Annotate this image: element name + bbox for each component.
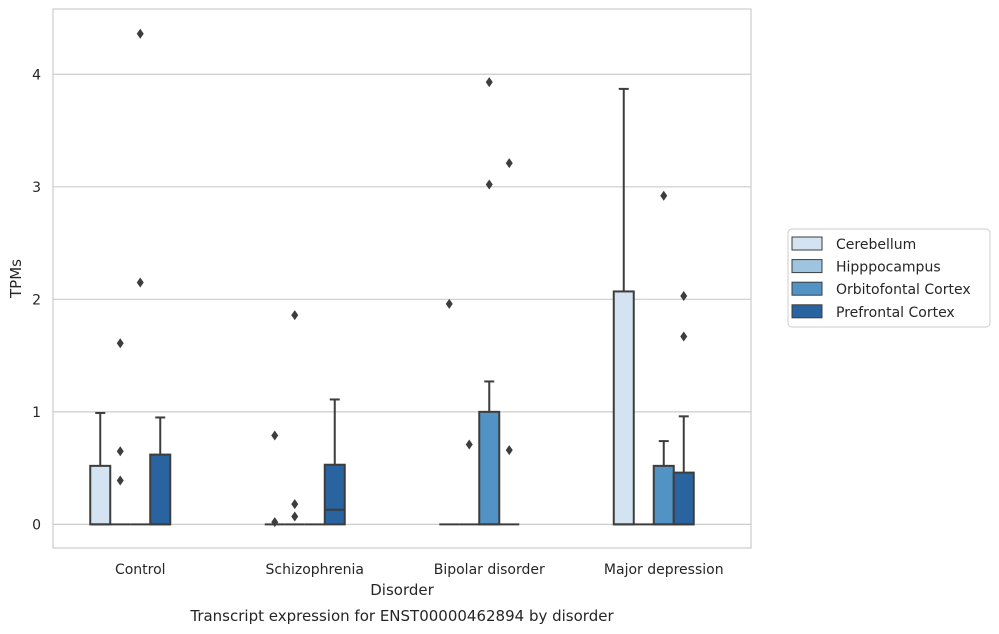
y-tick-label: 4 <box>32 67 41 83</box>
legend-swatch <box>791 281 823 296</box>
x-tick-label: Bipolar disorder <box>434 562 545 578</box>
outlier-point <box>136 277 144 288</box>
box-group <box>672 290 695 526</box>
outlier-point <box>485 77 493 88</box>
legend-label: Hipppocampus <box>836 260 941 276</box>
outlier-point <box>505 158 513 169</box>
outlier-point <box>116 475 124 486</box>
x-tick-label: Major depression <box>604 562 724 578</box>
outlier-point <box>465 439 473 450</box>
outlier-point <box>680 290 688 301</box>
y-tick-label: 1 <box>32 405 41 421</box>
legend-label: Orbitofontal Cortex <box>836 282 971 298</box>
box-group <box>478 77 501 526</box>
legend: Cerebellum Hipppocampus Orbitofontal Corte… <box>787 228 991 328</box>
box <box>478 410 501 526</box>
outlier-point <box>136 28 144 39</box>
legend-swatch <box>791 304 823 319</box>
y-tick-label: 3 <box>32 180 41 196</box>
x-tick-labels: Control Schizophrenia Bipolar disorder Majo… <box>115 562 724 578</box>
legend-swatch <box>791 236 823 251</box>
box-group <box>130 28 151 526</box>
box <box>149 453 172 526</box>
box-group <box>284 310 305 526</box>
y-tick-label: 0 <box>32 517 41 533</box>
outlier-point <box>505 445 513 456</box>
legend-label: Cerebellum <box>836 237 916 253</box>
outlier-point <box>680 331 688 342</box>
y-tick-label: 2 <box>32 292 41 308</box>
box <box>672 471 695 526</box>
box-group <box>499 158 520 526</box>
outlier-point <box>291 511 299 522</box>
box-group <box>439 298 460 526</box>
x-axis-title: Disorder <box>370 581 434 599</box>
box <box>652 464 675 526</box>
x-tick-label: Control <box>115 562 166 578</box>
box-group <box>459 439 480 526</box>
legend-frame <box>787 228 991 328</box>
box-marks <box>89 28 695 528</box>
outlier-point <box>291 499 299 510</box>
outlier-point <box>660 190 668 201</box>
outlier-point <box>271 430 279 441</box>
box-group <box>149 416 172 526</box>
box-group <box>264 430 285 528</box>
outlier-point <box>116 446 124 457</box>
outlier-point <box>291 310 299 321</box>
outlier-point <box>485 179 493 190</box>
y-axis-title: TPMs <box>7 259 25 299</box>
box-group <box>89 411 112 526</box>
chart-caption: Transcript expression for ENST0000046289… <box>189 607 614 625</box>
outlier-point <box>116 338 124 349</box>
plot-area-frame <box>52 8 752 549</box>
box-group <box>652 190 675 526</box>
box <box>612 290 635 526</box>
box-group <box>110 338 131 526</box>
outlier-point <box>271 517 279 528</box>
box-group <box>612 87 635 526</box>
box <box>323 463 346 526</box>
x-tick-label: Schizophrenia <box>266 562 364 578</box>
y-tick-labels: 0 1 2 3 4 <box>32 67 41 533</box>
box <box>89 464 112 526</box>
legend-swatch <box>791 259 823 274</box>
box-group <box>323 398 346 526</box>
outlier-point <box>445 298 453 309</box>
legend-label: Prefrontal Cortex <box>836 305 955 321</box>
